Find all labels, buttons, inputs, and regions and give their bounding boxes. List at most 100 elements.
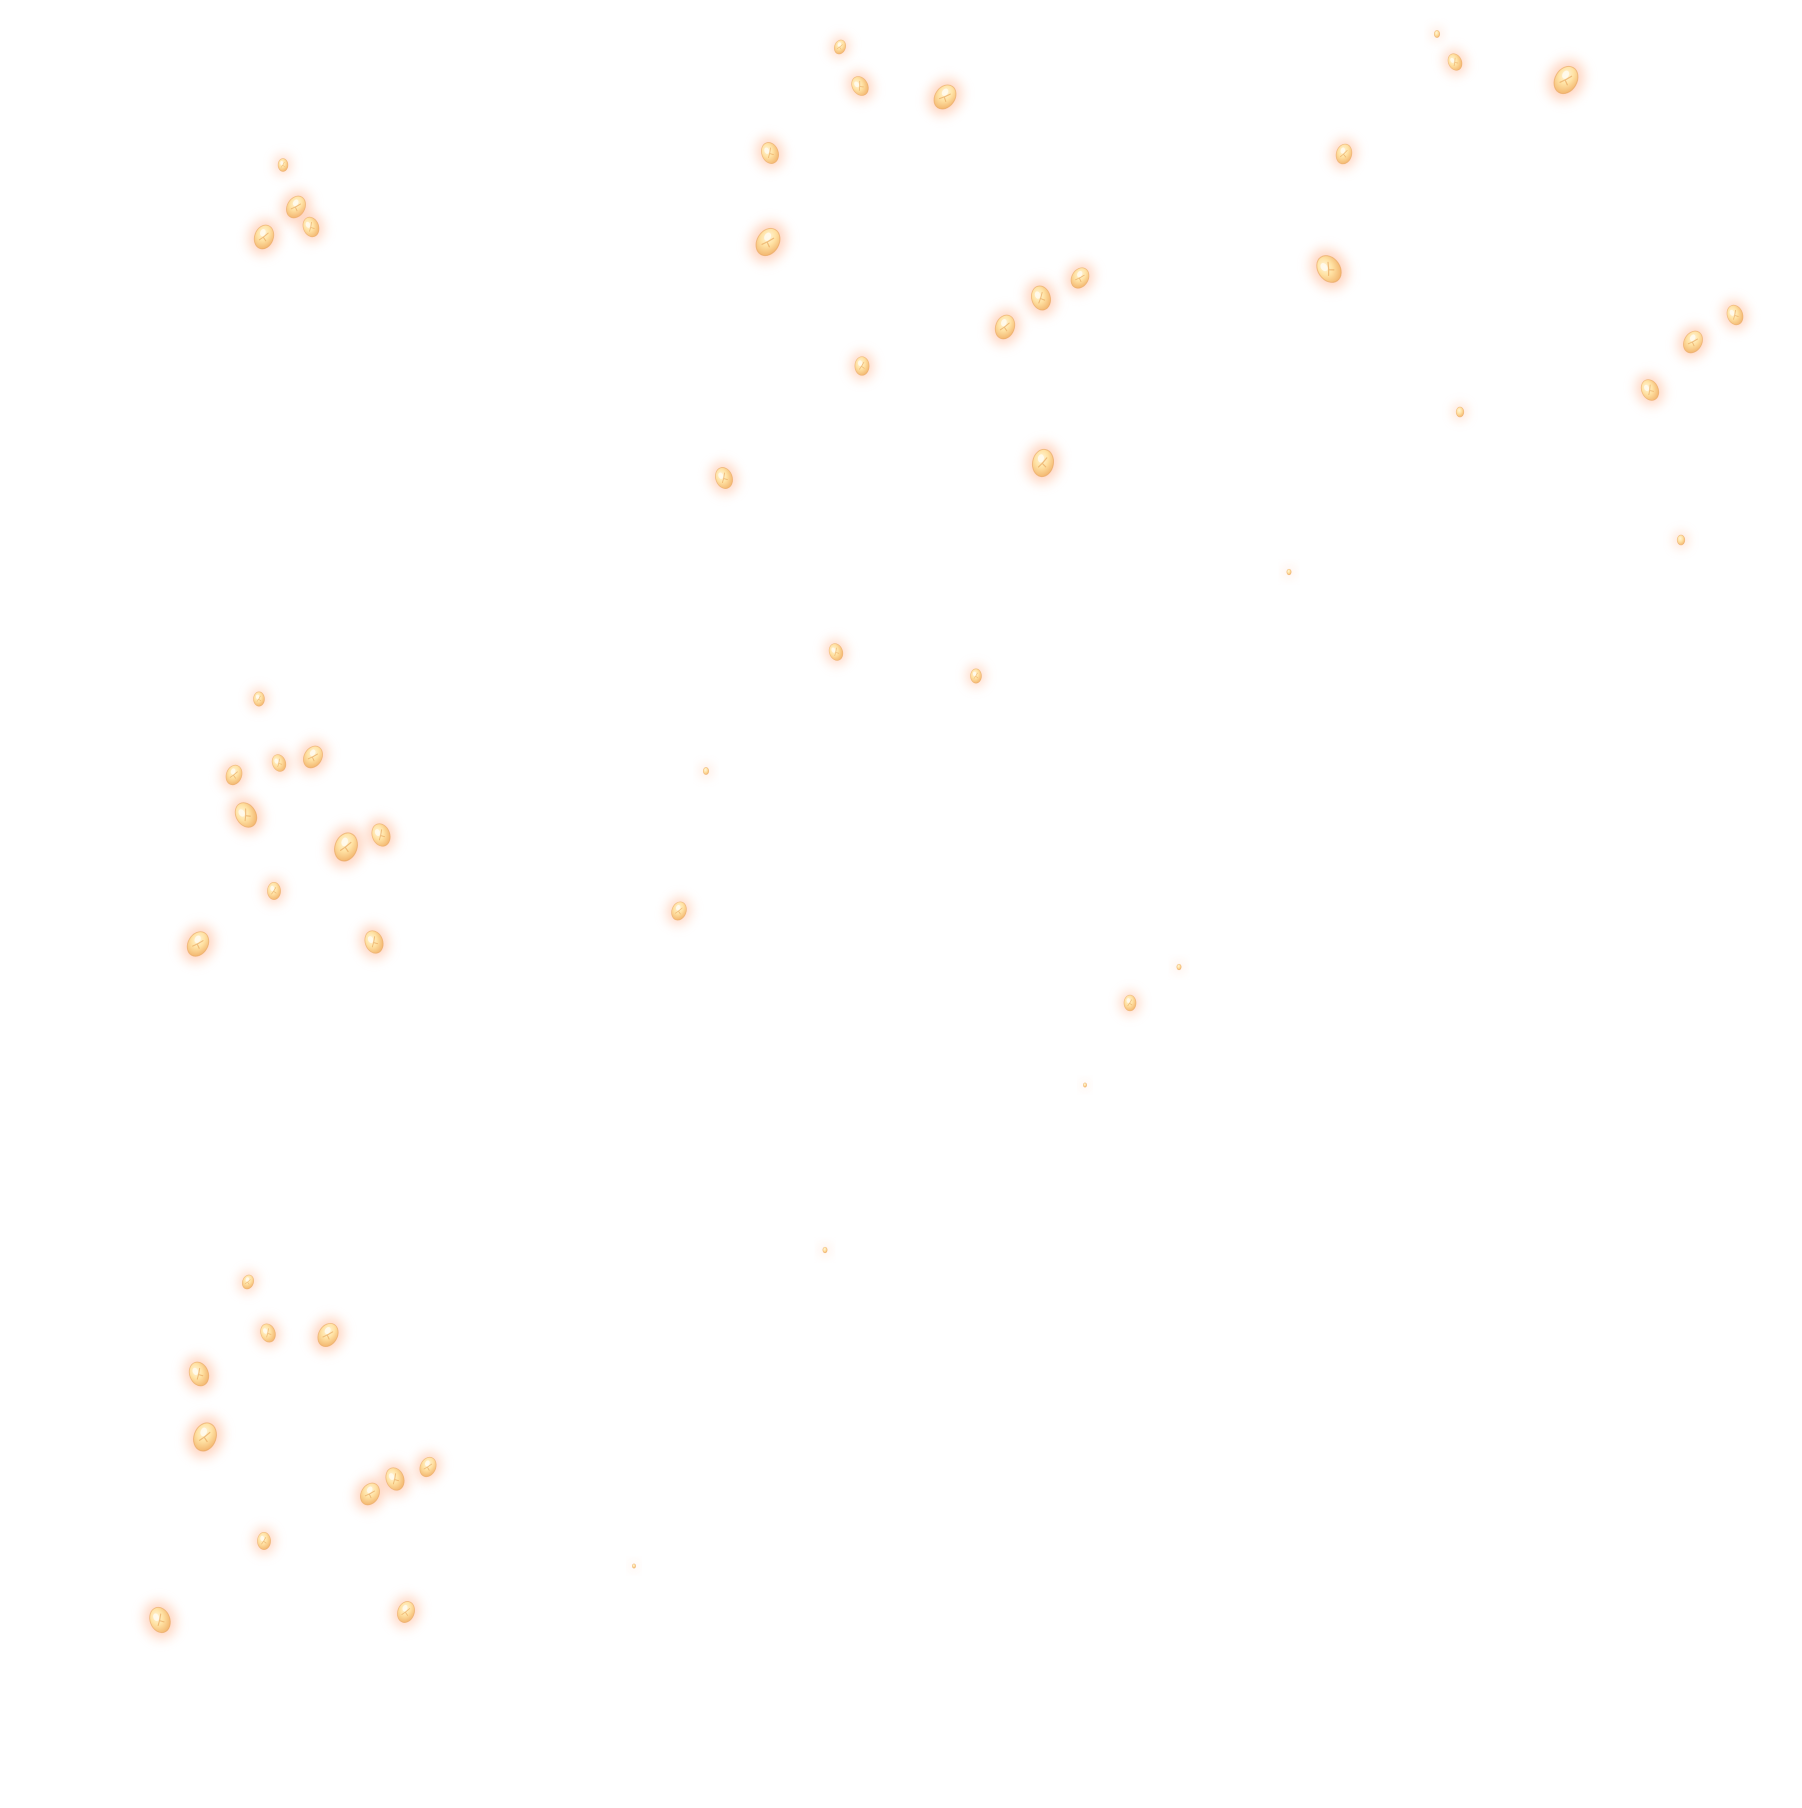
petal-vein (307, 753, 318, 762)
petal-highlight (194, 935, 201, 943)
petal-vein (309, 221, 315, 232)
petal-highlight (260, 228, 266, 237)
petal-highlight (388, 1473, 395, 1480)
glowing-petal-icon (1675, 532, 1687, 548)
glowing-petal-icon (1547, 59, 1585, 101)
petal-vein (261, 1537, 267, 1545)
petal-highlight (675, 904, 681, 911)
petal-vein (277, 758, 283, 767)
petal-vein (371, 936, 379, 948)
glowing-petal-icon (275, 155, 291, 175)
petal-vein (1075, 274, 1085, 283)
glowing-petal-icon (847, 71, 873, 101)
petal-highlight (324, 1326, 331, 1334)
glowing-petal-icon (328, 826, 364, 868)
petal-highlight (238, 809, 245, 817)
petal-vein (322, 1331, 334, 1340)
glowing-petal-icon (825, 639, 847, 665)
petal-body (1083, 1082, 1087, 1088)
glowing-petal-icon (1066, 262, 1094, 294)
petal-vein (271, 887, 277, 895)
petal-vein (1687, 338, 1698, 347)
petal-body (1286, 568, 1292, 576)
petal-vein (1327, 261, 1335, 276)
petal-highlight (270, 885, 275, 891)
glowing-petal-icon (749, 221, 787, 263)
petal-highlight (1034, 291, 1041, 299)
glowing-petal-icon (631, 1562, 637, 1570)
petal-highlight (292, 199, 299, 207)
glowing-petal-icon (184, 1356, 214, 1392)
glowing-petal-icon (359, 925, 389, 959)
glowing-petal-icon (1636, 374, 1664, 406)
petal-vein (401, 1608, 411, 1616)
glowing-petal-icon (831, 36, 849, 58)
petal-body (822, 1246, 828, 1254)
glowing-petal-icon (250, 688, 268, 710)
petal-vein (1648, 384, 1654, 396)
glowing-petal-icon (710, 462, 738, 494)
petal-vein (1559, 75, 1573, 86)
petal-highlight (1320, 263, 1328, 272)
petal-vein (423, 1463, 433, 1471)
petal-highlight (424, 1460, 430, 1467)
petal-highlight (972, 671, 977, 676)
petal-highlight (280, 161, 284, 165)
petal-vein (244, 808, 251, 822)
petal-vein (364, 1490, 375, 1499)
glowing-petal-icon (144, 1601, 176, 1639)
petal-body (1676, 534, 1686, 546)
petal-highlight (200, 1427, 208, 1437)
petal-vein (973, 672, 979, 679)
petal-vein (256, 695, 262, 702)
petal-vein (768, 147, 774, 158)
glowing-petal-icon (1444, 49, 1466, 75)
petal-vein (192, 940, 204, 949)
petal-highlight (263, 1328, 268, 1334)
petal-highlight (274, 758, 279, 764)
glowing-petal-icon (239, 1271, 257, 1293)
petal-highlight (837, 42, 842, 47)
petal-vein (834, 647, 840, 656)
petal-highlight (1689, 334, 1696, 342)
petal-highlight (764, 147, 770, 154)
petal-highlight (1562, 70, 1570, 79)
glowing-petal-icon (990, 309, 1020, 345)
petal-highlight (245, 1277, 250, 1282)
petal-highlight (255, 694, 260, 699)
glowing-petal-icon (1310, 249, 1348, 289)
petal-vein (858, 80, 864, 91)
petal-vein (244, 1279, 251, 1285)
petal-highlight (1340, 147, 1346, 154)
petal-vein (938, 93, 951, 102)
petal-highlight (367, 936, 374, 943)
petal-highlight (153, 1613, 160, 1622)
petal-body (702, 767, 710, 775)
glowing-petal-icon (415, 1452, 441, 1482)
petal-highlight (309, 749, 316, 757)
petal-vein (196, 1367, 204, 1380)
glowing-petal-icon (298, 740, 328, 774)
glowing-petal-icon (821, 1245, 829, 1255)
glowing-petal-icon (256, 1319, 280, 1347)
glowing-petal-icon (1026, 280, 1056, 316)
petal-highlight (230, 768, 236, 775)
petal-vein (859, 361, 865, 370)
glowing-petal-icon (221, 760, 247, 790)
petal-vein (722, 472, 728, 483)
petal-highlight (1450, 57, 1455, 63)
petal-vein (378, 829, 386, 841)
petal-highlight (1001, 318, 1007, 327)
glowing-petal-icon (1285, 567, 1293, 577)
glowing-petal-icon (1432, 28, 1442, 40)
petal-vein (1733, 309, 1739, 320)
glowing-petal-icon (1722, 300, 1748, 330)
petal-vein (1038, 291, 1046, 304)
petal-vein (761, 237, 775, 248)
petal-vein (290, 203, 301, 212)
glowing-petal-icon (1331, 139, 1357, 169)
glowing-petal-icon (380, 1462, 410, 1496)
petal-vein (1127, 999, 1133, 1007)
petal-highlight (831, 647, 836, 653)
